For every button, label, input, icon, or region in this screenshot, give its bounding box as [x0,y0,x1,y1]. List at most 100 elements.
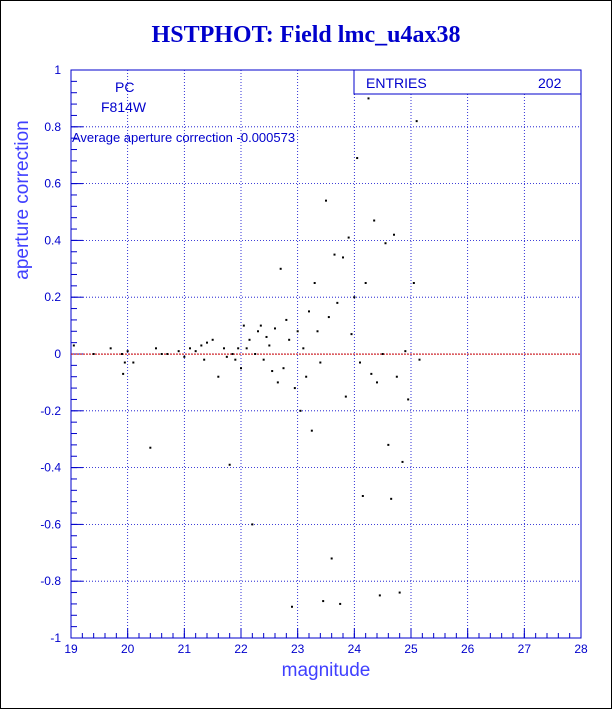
data-point [121,353,123,355]
data-point [390,497,393,500]
data-point [336,301,339,304]
data-point [72,344,75,347]
data-point [339,602,342,605]
x-tick-label: 26 [461,642,475,656]
y-tick-label: 0.2 [44,290,61,304]
x-axis-label: magnitude [282,660,371,681]
data-point [418,358,421,361]
data-point [160,353,163,355]
y-tick-label: 0.4 [44,233,61,247]
data-point [333,253,336,256]
data-point [296,330,299,333]
data-point [415,120,418,123]
x-tick-label: 22 [234,642,248,656]
data-point [361,495,364,497]
data-point [344,395,347,398]
data-point [305,375,308,378]
data-point [308,310,310,313]
data-point [223,347,225,350]
data-point [376,381,378,384]
data-point [248,338,251,341]
data-point [342,256,344,259]
data-point [288,338,291,341]
data-point [254,353,257,355]
data-point [183,355,186,358]
data-point [364,282,367,284]
data-point [381,353,384,355]
data-point [257,330,259,333]
data-point [401,460,404,463]
y-tick-label: -0.6 [40,517,61,531]
data-point [398,591,401,594]
data-point [393,233,395,236]
x-tick-label: 20 [121,642,135,656]
data-point [291,605,293,608]
average-correction-label: Average aperture correction -0.000573 [72,130,295,145]
data-point [92,353,95,355]
camera-label: PC [115,79,134,95]
stats-box [353,69,582,95]
data-point [259,324,262,327]
x-tick-label: 28 [574,642,588,656]
x-tick-label: 27 [518,642,532,656]
data-point [378,594,381,597]
data-point [359,361,361,364]
data-point [276,381,279,384]
data-point [203,358,206,361]
data-point [384,242,387,245]
data-point [155,347,157,350]
data-point [302,347,305,350]
data-point [407,398,410,401]
data-point [285,318,288,321]
entries-value: 202 [538,75,562,91]
data-point [122,372,125,375]
data-point [350,333,353,336]
data-point [237,347,240,350]
data-point [395,375,398,378]
data-point [322,600,325,603]
data-point [356,157,359,160]
x-tick-label: 24 [348,642,362,656]
data-point [234,358,237,361]
data-point [109,347,112,350]
y-tick-label: 0.6 [44,177,61,191]
data-point [373,219,376,222]
entries-label: ENTRIES [366,75,427,91]
data-point [149,446,152,449]
y-tick-label: 0 [54,347,61,361]
data-point [367,97,370,100]
y-tick-label: -0.8 [40,574,61,588]
data-point [231,353,234,355]
data-point [353,296,356,299]
data-point [262,358,265,361]
data-point [325,199,327,202]
axis-ticks: 19 20 21 22 23 24 25 26 27 28-1-0.8-0.6-0.4-0.200… [40,63,588,656]
data-point [251,523,254,526]
chart-title: HSTPHOT: Field lmc_u4ax38 [151,22,461,48]
y-tick-label: 0.8 [44,120,61,134]
x-tick-label: 21 [178,642,192,656]
data-point [265,335,268,338]
data-point [200,344,203,347]
data-point [211,338,214,341]
data-point [268,344,271,347]
filter-label: F814W [101,99,147,115]
data-point [132,361,135,364]
data-point [206,341,208,344]
data-point [177,350,180,353]
data-point [228,463,231,466]
data-point [330,557,333,560]
data-point [189,347,191,350]
data-point [279,267,282,270]
x-tick-label: 25 [404,642,418,656]
x-tick-label: 23 [291,642,305,656]
data-point [217,375,220,378]
data-point [245,347,248,350]
grid-lines [71,70,581,638]
data-point [240,367,242,370]
data-points [72,97,421,608]
y-tick-label: -0.2 [40,404,61,418]
data-point [274,327,276,330]
data-point [370,372,373,375]
